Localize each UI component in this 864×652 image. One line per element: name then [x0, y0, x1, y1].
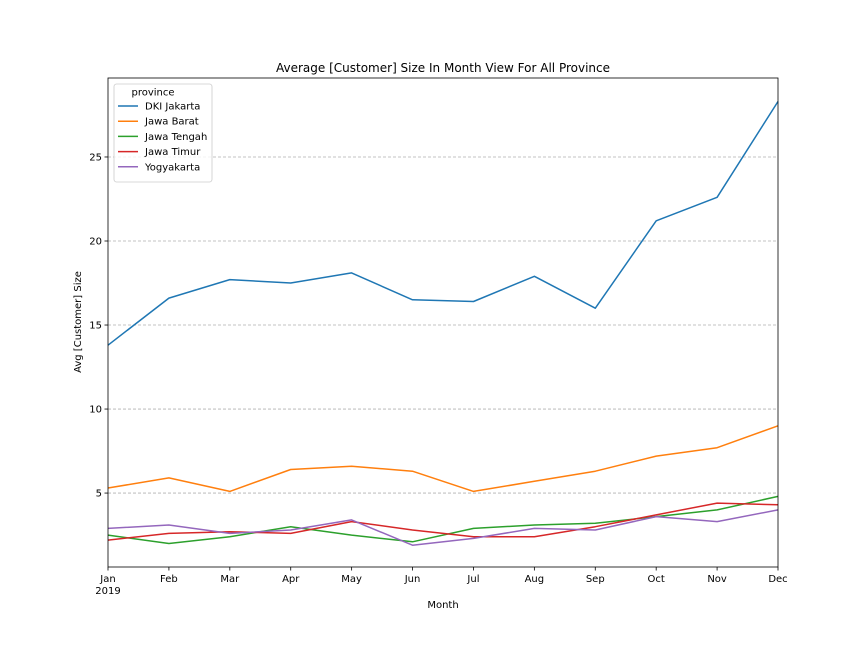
series-line-jawa-barat [107, 425, 779, 493]
x-year-label: 2019 [95, 586, 120, 597]
legend-entry: Jawa Barat [144, 117, 199, 128]
y-tick-label: 25 [89, 152, 102, 163]
x-axis: Jan Feb Mar Apr May Jun Jul Aug Sep Oct Nov Dec 2019 [95, 567, 788, 597]
y-tick-label: 10 [89, 405, 102, 416]
x-tick-label: Aug [525, 574, 545, 585]
legend-entry: Jawa Tengah [144, 132, 207, 143]
x-tick-label: Mar [220, 574, 240, 585]
legend-entry: DKI Jakarta [145, 102, 200, 113]
grid-lines [108, 156, 778, 494]
x-tick-label: Nov [707, 574, 727, 585]
x-tick-label: Jan [99, 574, 115, 585]
series-line-yogyakarta [107, 509, 779, 546]
legend-box [113, 83, 213, 183]
series-line-jawa-tengah [107, 495, 779, 545]
x-axis-label: Month [427, 600, 458, 611]
legend-title: province [131, 88, 174, 99]
chart-title: Average [Customer] Size In Month View Fo… [276, 61, 610, 75]
series-lines [107, 101, 779, 546]
legend-entry: Yogyakarta [144, 162, 200, 173]
y-tick-label: 20 [89, 237, 102, 248]
y-tick-label: 15 [89, 321, 102, 332]
y-tick-label: 5 [96, 489, 102, 500]
x-tick-label: Jul [466, 574, 479, 585]
x-tick-label: Dec [768, 574, 787, 585]
x-tick-label: May [341, 574, 362, 585]
y-axis: 5 10 15 20 25 [89, 152, 108, 500]
series-line-dki-jakarta [107, 101, 779, 346]
x-tick-label: Apr [282, 574, 300, 585]
legend: province DKI Jakarta Jawa Barat Jawa Tengah… [113, 83, 213, 183]
x-tick-label: Jun [404, 574, 421, 585]
y-axis-label: Avg [Customer] Size [73, 271, 84, 373]
plot-frame [107, 77, 779, 568]
x-tick-label: Feb [160, 574, 178, 585]
legend-entry: Jawa Timur [144, 147, 201, 158]
x-tick-label: Sep [586, 574, 605, 585]
x-tick-label: Oct [648, 574, 665, 585]
